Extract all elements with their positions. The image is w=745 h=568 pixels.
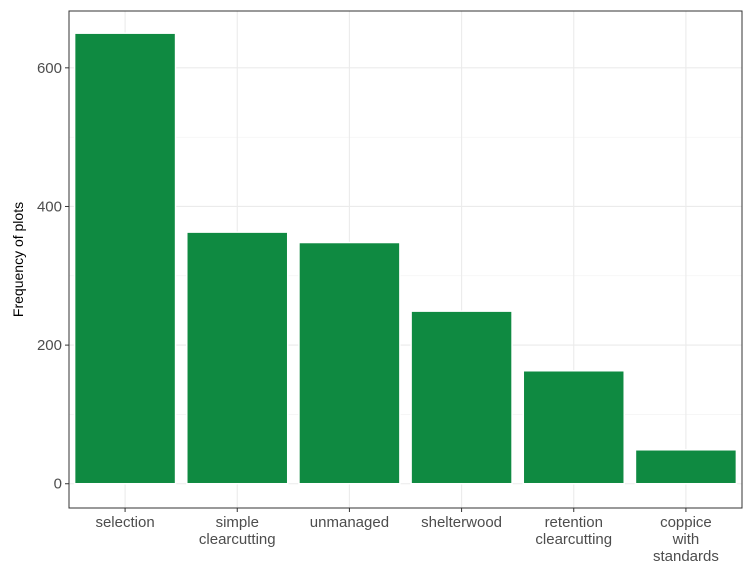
- x-tick-label: unmanaged: [310, 514, 389, 531]
- x-tick-label: shelterwood: [421, 514, 502, 531]
- x-tick-label: simple clearcutting: [199, 514, 276, 548]
- bar-simple-clearcutting: [186, 231, 289, 485]
- y-axis: 0 200 400 600: [37, 60, 69, 493]
- bar-unmanaged: [298, 241, 401, 485]
- x-tick-label: coppice with standards: [653, 514, 719, 565]
- bar-retention-clearcutting: [522, 370, 625, 485]
- bar-shelterwood: [410, 310, 513, 485]
- x-tick-label: retention clearcutting: [535, 514, 612, 548]
- y-tick-label: 0: [54, 476, 62, 493]
- x-tick-label: selection: [95, 514, 154, 531]
- x-axis: selection simple clearcutting unmanaged shel…: [95, 508, 719, 565]
- y-tick-label: 600: [37, 60, 62, 77]
- plot-panel-border: [68, 10, 743, 509]
- y-axis-title: Frequency of plots: [10, 202, 26, 317]
- y-tick-label: 200: [37, 337, 62, 354]
- y-tick-label: 400: [37, 198, 62, 215]
- bars: [73, 32, 738, 485]
- bar-coppice-with-standards: [634, 449, 738, 485]
- bar-selection: [73, 32, 177, 485]
